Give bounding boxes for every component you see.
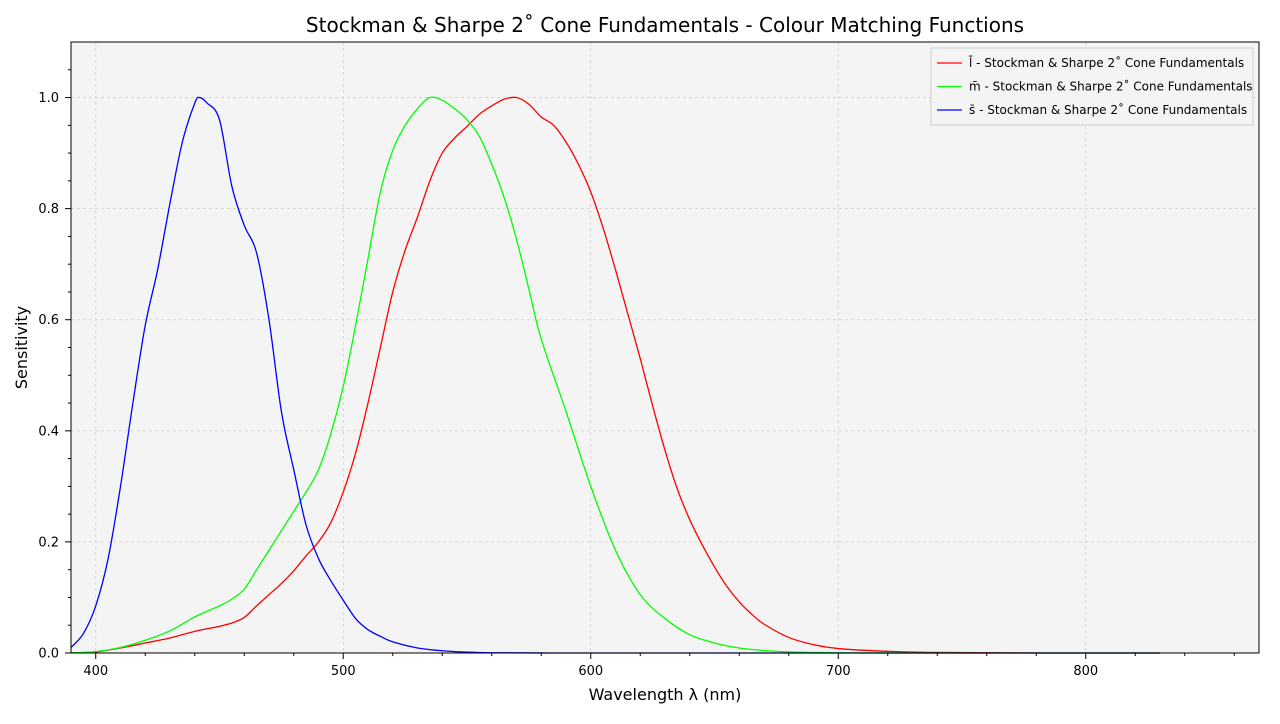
series-group <box>70 96 1160 654</box>
l-bar-series-line <box>70 96 1160 654</box>
legend-entry-m-bar: m̄ - Stockman & Sharpe 2˚ Cone Fundament… <box>969 79 1253 94</box>
m-bar-series-line <box>70 96 1160 654</box>
axis-ticks: 400 500 600 700 800 0.0 0.2 0.4 0.6 0.8 1.0 <box>38 69 1235 679</box>
y-axis-label: Sensitivity <box>12 306 31 389</box>
y-tick-label: 0.8 <box>38 202 59 217</box>
x-tick-label: 400 <box>83 664 108 679</box>
legend: l̄ - Stockman & Sharpe 2˚ Cone Fundament… <box>930 47 1254 126</box>
legend-entry-l-bar: l̄ - Stockman & Sharpe 2˚ Cone Fundament… <box>969 55 1245 70</box>
x-tick-label: 500 <box>331 664 356 679</box>
x-axis-label: Wavelength λ (nm) <box>589 685 742 704</box>
legend-box <box>930 47 1254 126</box>
x-tick-label: 800 <box>1073 664 1098 679</box>
x-tick-label: 600 <box>578 664 603 679</box>
y-tick-label: 1.0 <box>38 91 59 106</box>
y-tick-label: 0.0 <box>38 647 59 662</box>
legend-entry-s-bar: s̄ - Stockman & Sharpe 2˚ Cone Fundament… <box>969 102 1247 117</box>
chart-title: Stockman & Sharpe 2˚ Cone Fundamentals -… <box>306 13 1024 37</box>
y-tick-label: 0.2 <box>38 535 59 550</box>
y-tick-label: 0.6 <box>38 313 59 328</box>
x-tick-label: 700 <box>826 664 851 679</box>
plot-area <box>71 42 1259 653</box>
y-tick-label: 0.4 <box>38 424 59 439</box>
s-bar-series-line <box>70 96 1160 654</box>
